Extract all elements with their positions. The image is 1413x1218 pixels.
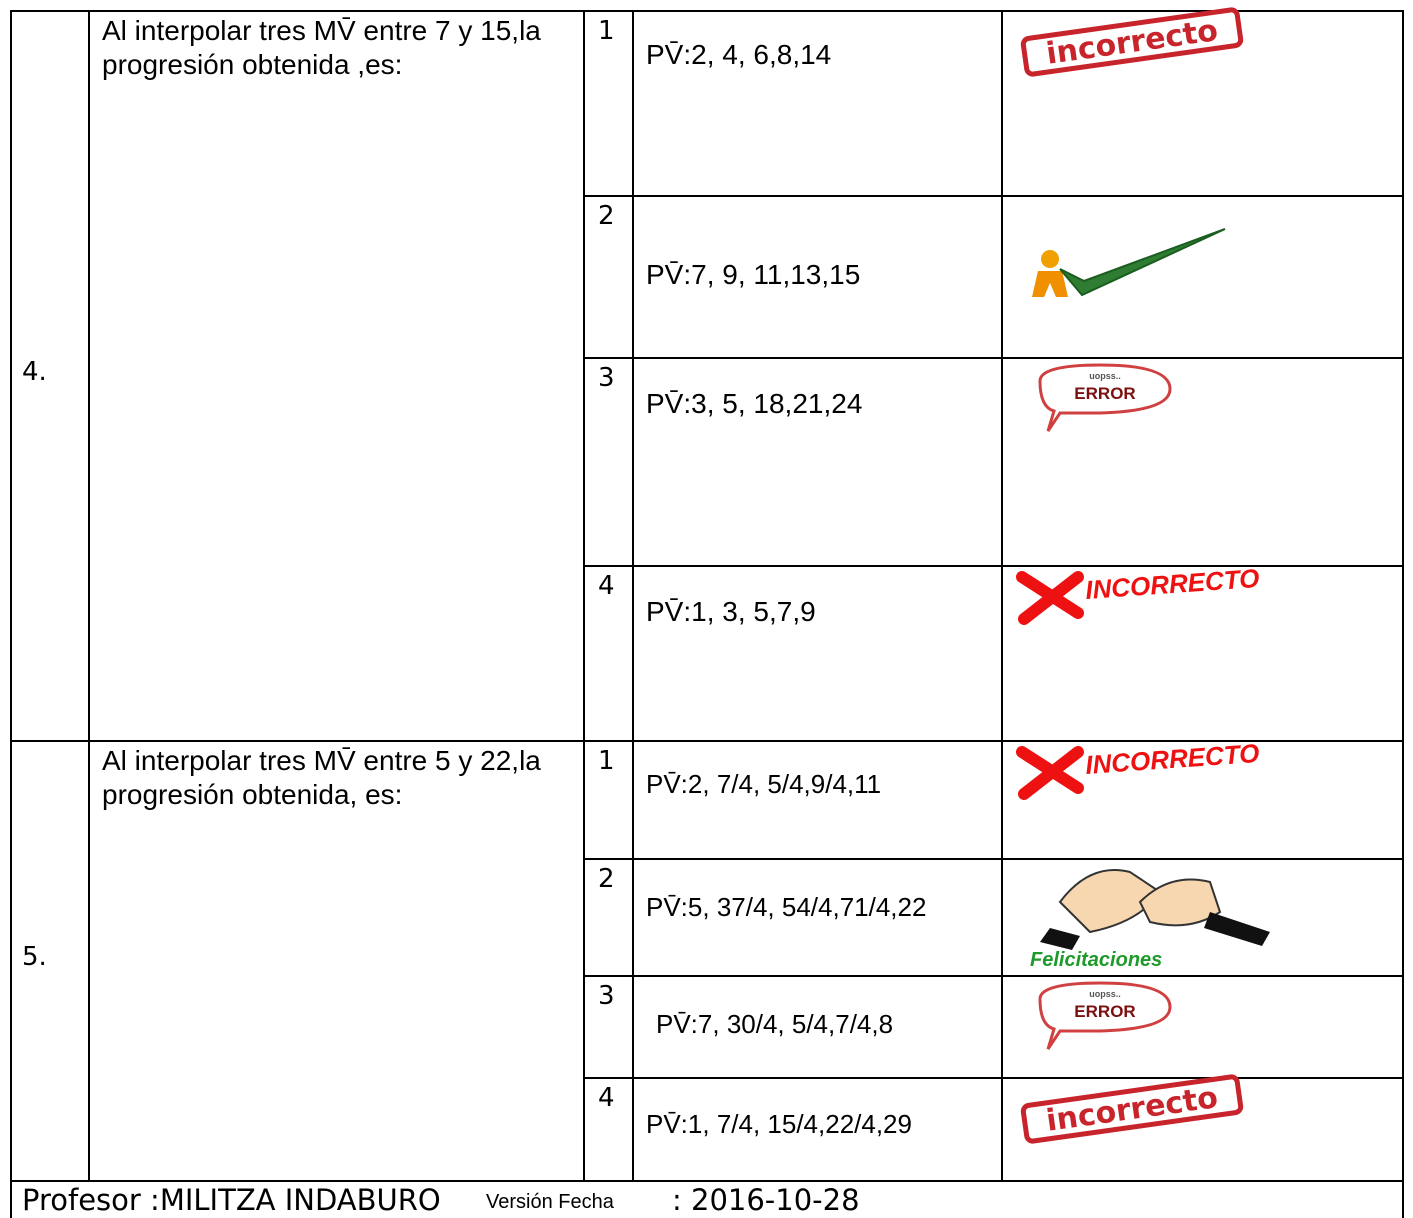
bubble-small: uopss.. — [1089, 989, 1121, 999]
border-line — [583, 975, 1404, 977]
border-line — [10, 1180, 1404, 1182]
sleeve-left — [1040, 928, 1080, 950]
bubble-label: ERROR — [1074, 1002, 1135, 1021]
clap-label: Felicitaciones — [1030, 949, 1162, 971]
option-text: PV̄:1, 7/4, 15/4,22/4,29 — [646, 1109, 912, 1139]
question-number: 5. — [22, 942, 47, 972]
stamp-group: incorrecto — [1020, 1074, 1244, 1144]
border-line — [583, 1077, 1404, 1079]
option-number: 4 — [598, 571, 615, 601]
stamp-frame — [1020, 7, 1244, 77]
cross-mark — [1016, 571, 1084, 625]
question-text: Al interpolar tres MV̄ entre 7 y 15,la p… — [102, 15, 541, 80]
bubble — [1038, 981, 1172, 1050]
option-number: 2 — [598, 864, 615, 894]
border-line — [10, 10, 12, 1180]
cross-label: INCORRECTO — [1084, 563, 1260, 605]
stamp-frame — [1020, 1074, 1244, 1144]
border-line — [1001, 10, 1003, 1180]
stamp — [1032, 228, 1226, 297]
border-line — [1402, 1180, 1404, 1218]
option-text: PV̄:2, 4, 6,8,14 — [646, 39, 832, 70]
sleeve-right — [1204, 912, 1270, 946]
border-line — [583, 565, 1404, 567]
bubble-label: ERROR — [1074, 384, 1135, 403]
bubble-small: uopss.. — [1089, 371, 1121, 381]
stamp-group: incorrecto — [1020, 7, 1244, 77]
option-text: PV̄:2, 7/4, 5/4,9/4,11 — [646, 769, 882, 799]
stamp: INCORRECTO — [1016, 738, 1260, 800]
bubble — [1038, 363, 1172, 432]
option-number: 2 — [598, 201, 615, 231]
option-number: 1 — [598, 746, 615, 776]
stamp: INCORRECTO — [1016, 563, 1260, 625]
figure-head — [1041, 250, 1059, 268]
cross-mark — [1016, 746, 1084, 800]
option-number: 3 — [598, 363, 615, 393]
question-text: Al interpolar tres MV̄ entre 5 y 22,la p… — [102, 745, 541, 810]
option-text: PV̄:7, 9, 11,13,15 — [646, 259, 861, 290]
border-line — [583, 10, 585, 1180]
option-text: PV̄:7, 30/4, 5/4,7/4,8 — [656, 1009, 894, 1039]
stamp: incorrecto — [1020, 1074, 1244, 1144]
footer-version: Versión Fecha — [486, 1191, 614, 1213]
border-line — [10, 10, 1404, 12]
option-number: 3 — [598, 981, 615, 1011]
border-line — [10, 1180, 12, 1218]
border-line — [583, 357, 1404, 359]
border-line — [88, 10, 90, 1180]
option-text: PV̄:5, 37/4, 54/4,71/4,22 — [646, 892, 927, 922]
footer-teacher: Profesor :MILITZA INDABURO — [22, 1183, 441, 1217]
border-line — [1402, 10, 1404, 1180]
stamp: uopss.. ERROR — [1038, 981, 1172, 1050]
question-number: 4. — [22, 357, 47, 387]
figure-body — [1032, 271, 1068, 297]
border-line — [583, 195, 1404, 197]
cross-label: INCORRECTO — [1084, 738, 1260, 780]
border-line — [632, 10, 634, 1180]
option-text: PV̄:3, 5, 18,21,24 — [646, 388, 863, 419]
hand-right — [1138, 878, 1222, 927]
border-line — [583, 858, 1404, 860]
stamp: Felicitaciones — [1030, 869, 1270, 971]
option-number: 1 — [598, 16, 615, 46]
border-line — [10, 740, 1404, 742]
footer-date: : 2016-10-28 — [672, 1183, 860, 1217]
stamp: uopss.. ERROR — [1038, 363, 1172, 432]
option-text: PV̄:1, 3, 5,7,9 — [646, 596, 816, 627]
check-mark — [1059, 228, 1226, 297]
option-number: 4 — [598, 1083, 615, 1113]
stamp: incorrecto — [1020, 7, 1244, 77]
